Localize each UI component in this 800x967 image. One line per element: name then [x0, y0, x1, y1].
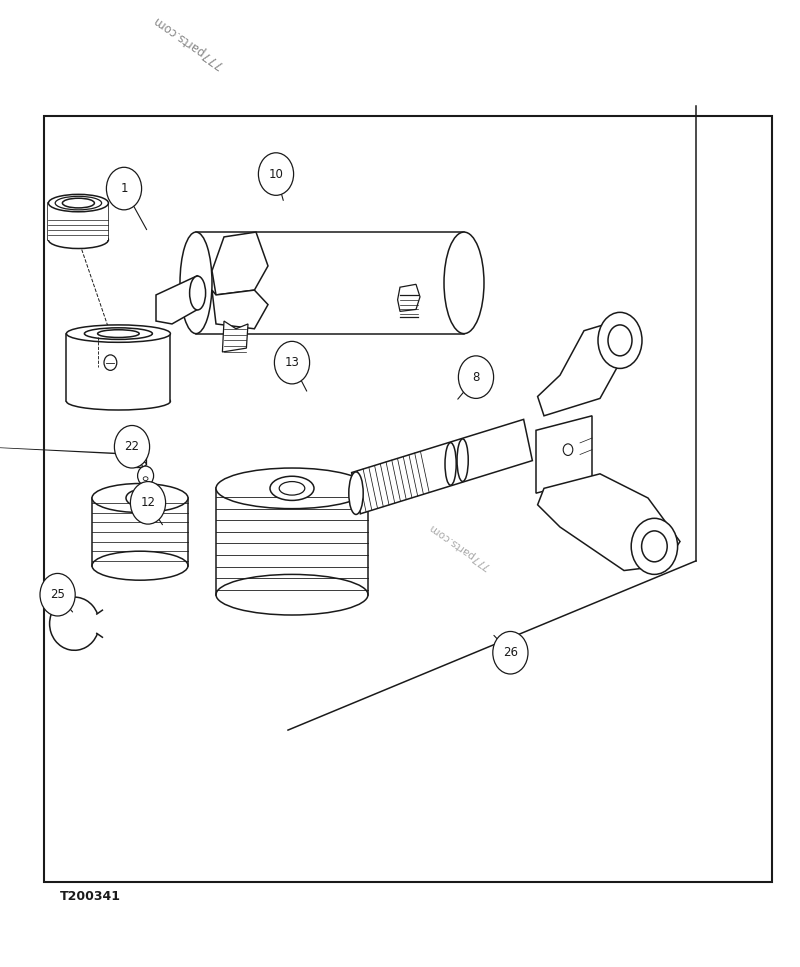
Polygon shape [222, 321, 248, 352]
Ellipse shape [642, 531, 667, 562]
Text: 22: 22 [125, 440, 139, 454]
Polygon shape [536, 416, 592, 493]
Ellipse shape [126, 490, 154, 507]
Bar [44, 116, 772, 882]
Text: 1: 1 [120, 182, 128, 195]
Ellipse shape [216, 574, 368, 615]
Circle shape [106, 167, 142, 210]
Polygon shape [156, 276, 198, 324]
Circle shape [458, 356, 494, 398]
Text: 12: 12 [141, 496, 155, 510]
Circle shape [104, 355, 117, 370]
Ellipse shape [349, 472, 363, 514]
Ellipse shape [132, 493, 148, 503]
Bar [66, 334, 170, 401]
Ellipse shape [216, 468, 368, 509]
Ellipse shape [66, 393, 170, 410]
Ellipse shape [270, 477, 314, 501]
Ellipse shape [49, 231, 109, 249]
Text: 777parts.com: 777parts.com [150, 13, 226, 71]
Polygon shape [398, 284, 420, 311]
Text: 13: 13 [285, 356, 299, 369]
Ellipse shape [98, 330, 139, 337]
Ellipse shape [129, 447, 146, 453]
Ellipse shape [279, 482, 305, 495]
Ellipse shape [444, 232, 484, 334]
Circle shape [493, 631, 528, 674]
Text: 10: 10 [269, 167, 283, 181]
Ellipse shape [49, 194, 109, 212]
Ellipse shape [129, 460, 146, 468]
Text: 26: 26 [503, 646, 518, 659]
Ellipse shape [445, 443, 456, 485]
Ellipse shape [85, 328, 152, 339]
Ellipse shape [66, 325, 170, 342]
Circle shape [258, 153, 294, 195]
Text: 25: 25 [50, 588, 65, 601]
Bar [49, 203, 109, 240]
Ellipse shape [92, 484, 188, 513]
Polygon shape [212, 232, 268, 295]
Ellipse shape [608, 325, 632, 356]
Circle shape [563, 444, 573, 455]
Bar [92, 498, 188, 566]
Text: T200341: T200341 [60, 890, 121, 903]
Circle shape [40, 573, 75, 616]
Circle shape [114, 425, 150, 468]
Polygon shape [212, 290, 268, 329]
Ellipse shape [457, 439, 468, 482]
Ellipse shape [55, 196, 102, 210]
Polygon shape [538, 321, 632, 416]
Ellipse shape [598, 312, 642, 368]
Bar [216, 488, 368, 595]
Ellipse shape [62, 198, 94, 208]
Ellipse shape [180, 232, 212, 334]
Bar [129, 450, 146, 464]
Circle shape [274, 341, 310, 384]
Ellipse shape [92, 551, 188, 580]
Text: 8: 8 [472, 370, 480, 384]
Circle shape [130, 482, 166, 524]
Polygon shape [538, 474, 680, 571]
Ellipse shape [631, 518, 678, 574]
Circle shape [138, 466, 154, 485]
Text: 777parts.com: 777parts.com [427, 521, 493, 571]
Ellipse shape [143, 477, 148, 481]
Bar [196, 232, 464, 334]
Ellipse shape [190, 277, 206, 309]
Polygon shape [352, 420, 532, 513]
